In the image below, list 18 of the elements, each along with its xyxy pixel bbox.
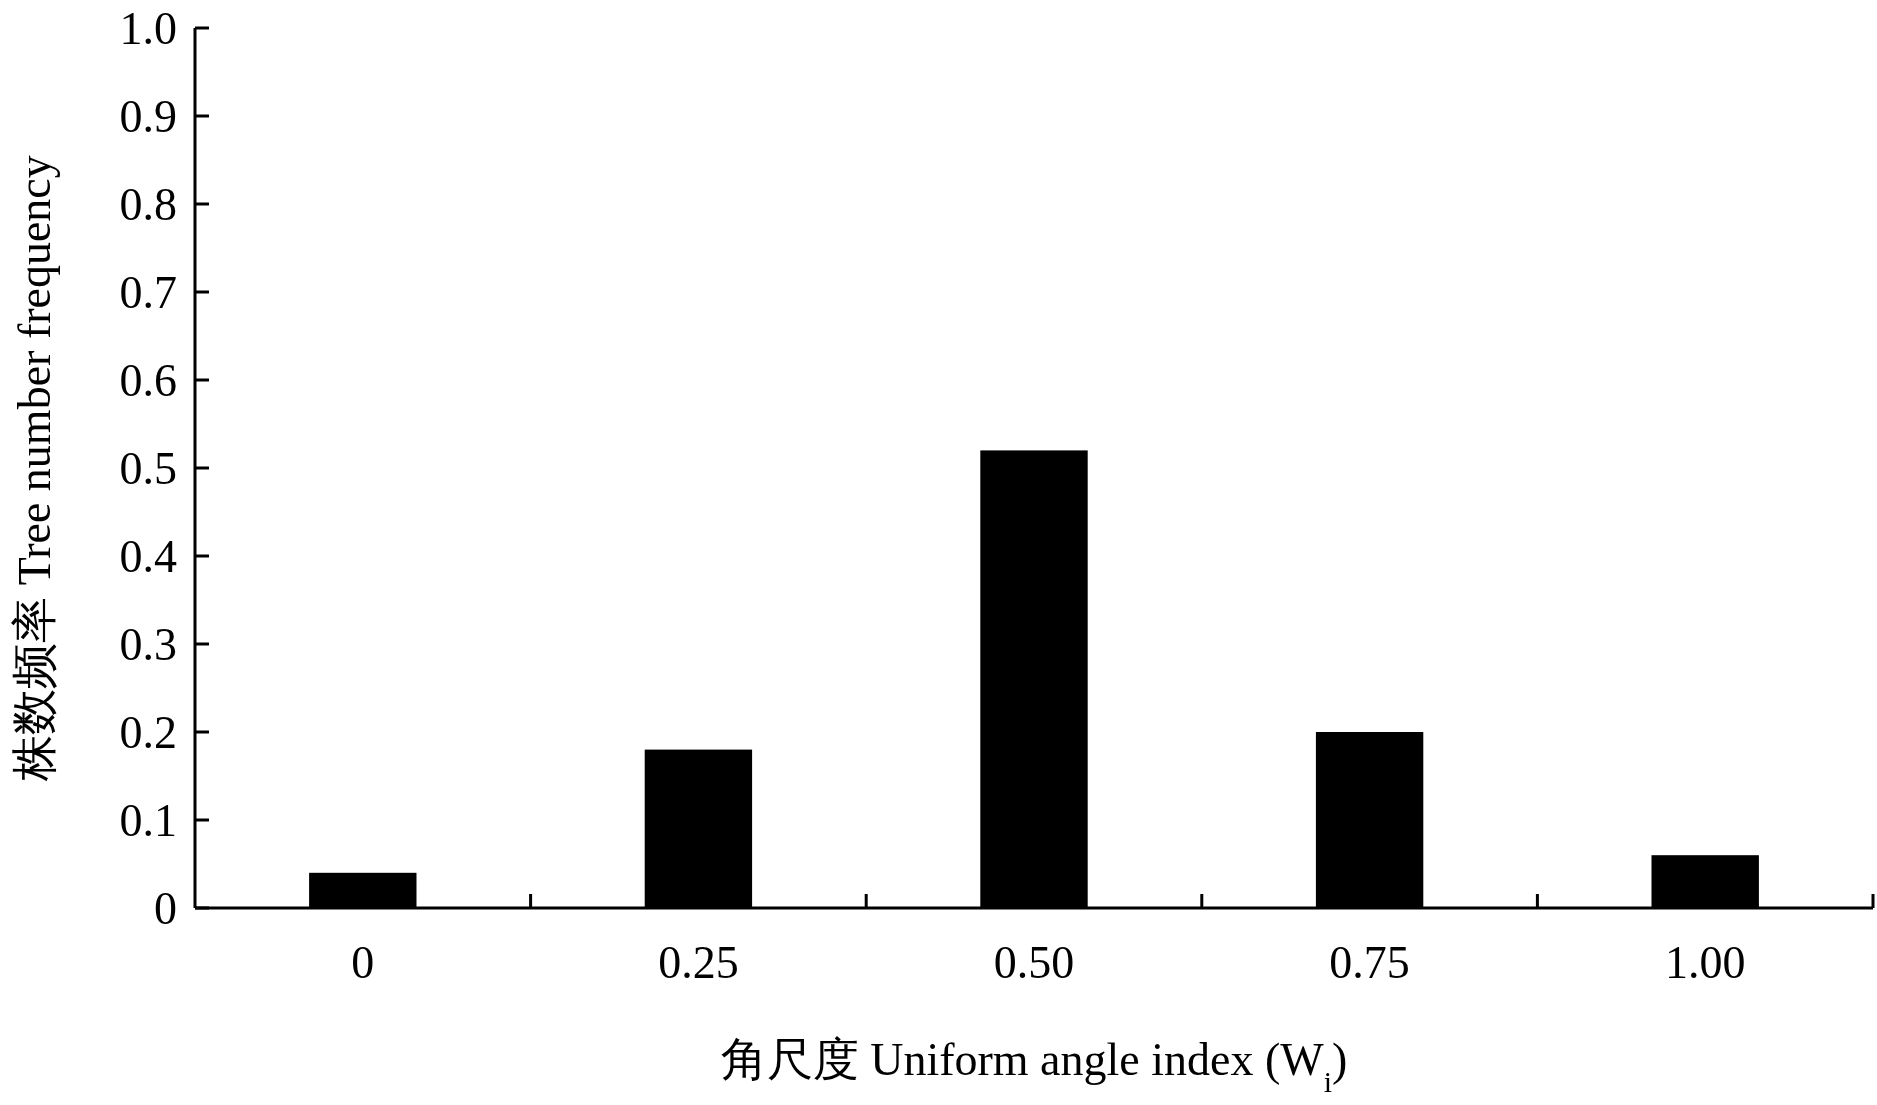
y-tick-label: 0.6: [119, 355, 177, 407]
y-tick-label: 0.2: [119, 707, 177, 759]
x-tick-label: 1.00: [1664, 937, 1746, 988]
y-axis-title: 株数频率 Tree number frequency: [9, 155, 60, 782]
y-tick-label: 0.9: [119, 91, 177, 143]
y-tick-label: 1.0: [119, 3, 177, 55]
x-tick-label: 0.75: [1329, 937, 1410, 988]
y-tick-label: 0: [154, 883, 177, 935]
y-tick-label: 0.3: [119, 619, 177, 671]
x-tick-label: 0.25: [658, 937, 739, 988]
y-tick-label: 0.4: [119, 531, 177, 583]
y-tick-label: 0.5: [119, 443, 177, 495]
y-tick-label: 0.8: [119, 179, 177, 231]
y-tick-label: 0.1: [119, 795, 177, 847]
x-tick-label: 0.50: [993, 937, 1075, 988]
y-tick-label: 0.7: [119, 267, 177, 319]
x-tick-label: 0: [351, 937, 375, 988]
x-axis-title: 角尺度 Uniform angle index (W$_{i}$): [720, 1034, 1348, 1098]
